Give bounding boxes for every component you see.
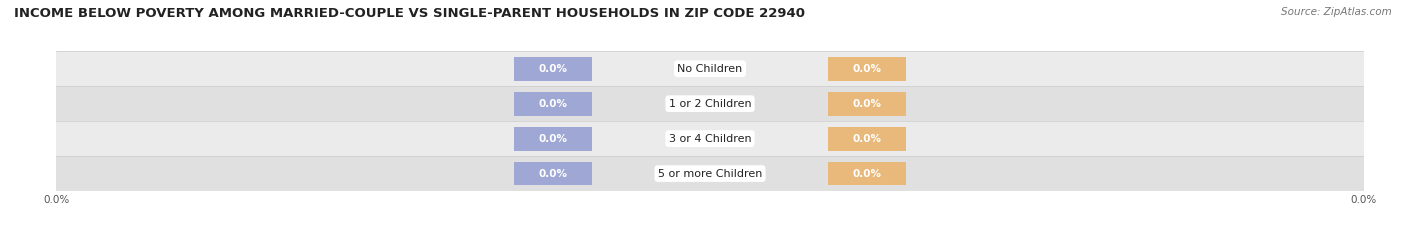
Text: 0.0%: 0.0% [538, 169, 568, 178]
Text: 0.0%: 0.0% [538, 134, 568, 144]
Bar [515, 92, 592, 116]
Text: 0.0%: 0.0% [852, 99, 882, 109]
Bar [56, 121, 1364, 156]
Bar [828, 162, 905, 185]
Text: 0.0%: 0.0% [852, 64, 882, 74]
Bar [515, 127, 592, 151]
Bar [56, 156, 1364, 191]
Bar [828, 57, 905, 81]
Text: 0.0%: 0.0% [852, 169, 882, 178]
Bar [515, 57, 592, 81]
Text: Source: ZipAtlas.com: Source: ZipAtlas.com [1281, 7, 1392, 17]
Bar [828, 127, 905, 151]
Bar [828, 92, 905, 116]
Bar [515, 162, 592, 185]
Text: 0.0%: 0.0% [852, 134, 882, 144]
Text: 5 or more Children: 5 or more Children [658, 169, 762, 178]
Text: 0.0%: 0.0% [538, 99, 568, 109]
Text: 3 or 4 Children: 3 or 4 Children [669, 134, 751, 144]
Bar [56, 51, 1364, 86]
Text: No Children: No Children [678, 64, 742, 74]
Text: 0.0%: 0.0% [538, 64, 568, 74]
Bar [56, 86, 1364, 121]
Text: 1 or 2 Children: 1 or 2 Children [669, 99, 751, 109]
Text: INCOME BELOW POVERTY AMONG MARRIED-COUPLE VS SINGLE-PARENT HOUSEHOLDS IN ZIP COD: INCOME BELOW POVERTY AMONG MARRIED-COUPL… [14, 7, 806, 20]
